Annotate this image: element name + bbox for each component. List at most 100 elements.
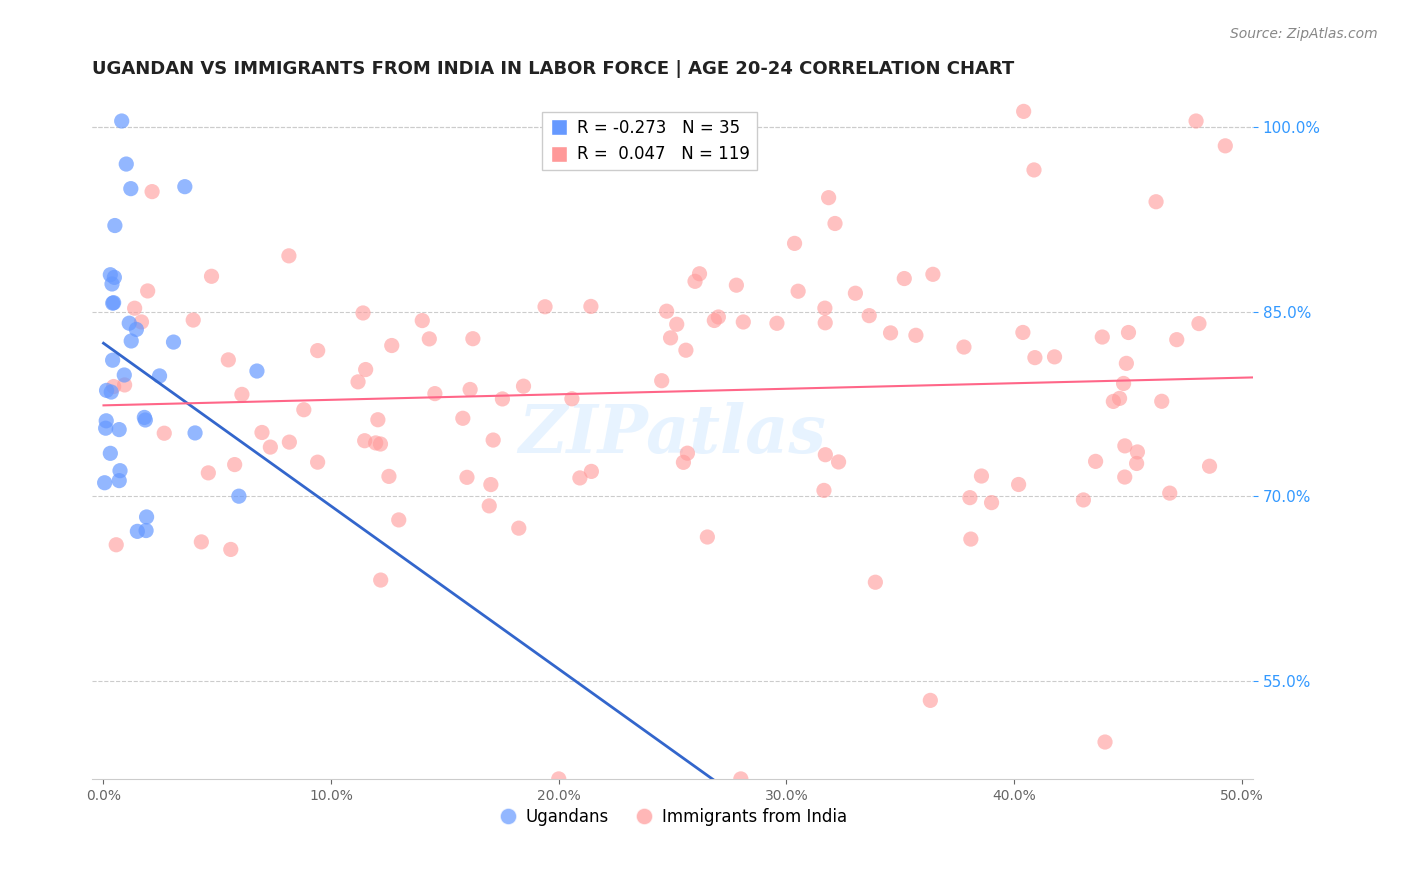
Immigrants from India [436,59,458,73]
Immigrants from India [136,284,159,298]
Immigrants from India [783,236,806,251]
Immigrants from India [893,271,915,285]
Immigrants from India [665,318,688,332]
Immigrants from India [959,532,981,546]
Immigrants from India [105,538,128,552]
Ugandans [246,364,269,378]
Ugandans [134,413,156,427]
Immigrants from India [683,274,706,288]
Ugandans [115,157,138,171]
Immigrants from India [1043,350,1066,364]
Ugandans [108,474,131,488]
Immigrants from India [114,378,136,392]
Immigrants from India [456,470,478,484]
Immigrants from India [1125,457,1147,471]
Immigrants from India [1150,394,1173,409]
Ugandans [93,475,115,490]
Immigrants from India [858,309,880,323]
Immigrants from India [879,326,901,340]
Ugandans [111,114,134,128]
Ugandans [96,384,118,398]
Ugandans [118,316,141,330]
Immigrants from India [1012,326,1035,340]
Ugandans [104,219,127,233]
Immigrants from India [259,440,281,454]
Immigrants from India [378,469,401,483]
Immigrants from India [1007,477,1029,491]
Immigrants from India [959,491,981,505]
Immigrants from India [1213,138,1236,153]
Immigrants from India [278,435,301,450]
Immigrants from India [814,448,837,462]
Ugandans [101,296,124,310]
Immigrants from India [124,301,146,316]
Immigrants from India [482,433,505,447]
Immigrants from India [307,343,329,358]
Immigrants from India [1084,454,1107,468]
Immigrants from India [353,434,375,448]
Immigrants from India [824,217,846,231]
Immigrants from India [817,191,839,205]
Immigrants from India [1091,330,1114,344]
Immigrants from India [814,316,837,330]
Immigrants from India [561,392,583,406]
Ugandans [120,334,142,348]
Immigrants from India [568,471,591,485]
Immigrants from India [1112,376,1135,391]
Immigrants from India [733,315,755,329]
Immigrants from India [423,386,446,401]
Immigrants from India [1108,392,1130,406]
Immigrants from India [844,286,866,301]
Immigrants from India [508,521,530,535]
Immigrants from India [479,477,502,491]
Immigrants from India [181,313,204,327]
Immigrants from India [197,466,219,480]
Ugandans [135,510,157,524]
Ugandans [125,322,148,336]
Immigrants from India [1114,439,1136,453]
Immigrants from India [814,301,837,315]
Immigrants from India [200,269,222,284]
Immigrants from India [277,249,299,263]
Immigrants from India [787,284,810,298]
Immigrants from India [352,306,374,320]
Immigrants from India [1144,194,1167,209]
Immigrants from India [659,331,682,345]
Immigrants from India [512,379,534,393]
Ugandans [98,268,121,282]
Immigrants from India [1022,163,1045,178]
Immigrants from India [766,316,789,330]
Ugandans [112,368,135,382]
Immigrants from India [675,343,697,358]
Ugandans [103,270,125,285]
Immigrants from India [364,436,387,450]
Ugandans [173,179,195,194]
Immigrants from India [478,499,501,513]
Immigrants from India [153,426,176,441]
Immigrants from India [370,437,392,451]
Ugandans [98,446,121,460]
Ugandans [108,464,131,478]
Immigrants from India [651,374,673,388]
Immigrants from India [920,693,942,707]
Immigrants from India [219,542,242,557]
Immigrants from India [307,455,329,469]
Immigrants from India [547,772,569,786]
Ugandans [134,410,156,425]
Immigrants from India [730,772,752,786]
Text: Source: ZipAtlas.com: Source: ZipAtlas.com [1230,27,1378,41]
Text: ZIPatlas: ZIPatlas [519,402,827,467]
Ugandans [94,421,117,435]
Immigrants from India [696,530,718,544]
Immigrants from India [1118,326,1140,340]
Ugandans [108,423,131,437]
Immigrants from India [190,535,212,549]
Immigrants from India [970,469,993,483]
Immigrants from India [388,513,411,527]
Immigrants from India [676,446,699,460]
Immigrants from India [1115,356,1137,370]
Ugandans [127,524,149,539]
Immigrants from India [217,352,239,367]
Immigrants from India [581,464,603,478]
Immigrants from India [491,392,513,406]
